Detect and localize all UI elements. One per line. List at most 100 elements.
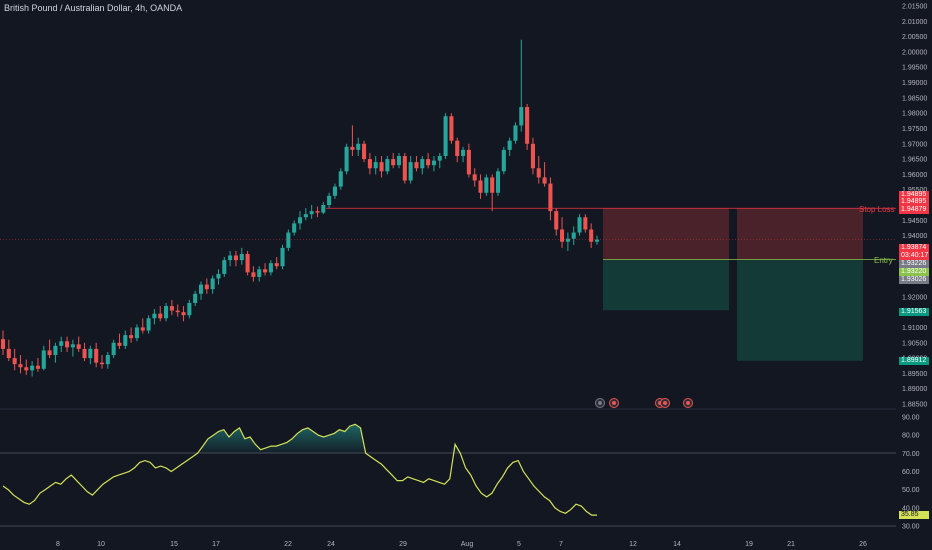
candle[interactable] <box>431 156 436 172</box>
candle[interactable] <box>344 143 349 175</box>
event-marker-icon[interactable] <box>660 398 670 408</box>
event-marker-icon[interactable] <box>683 398 693 408</box>
candle[interactable] <box>414 156 419 172</box>
candle[interactable] <box>391 152 396 169</box>
candle[interactable] <box>216 269 221 285</box>
candle[interactable] <box>187 299 192 319</box>
candle[interactable] <box>554 208 559 236</box>
candle[interactable] <box>443 113 448 160</box>
candle[interactable] <box>30 361 35 377</box>
event-markers[interactable] <box>595 398 693 408</box>
candle[interactable] <box>274 257 279 270</box>
candle[interactable] <box>175 304 180 317</box>
candle[interactable] <box>286 229 291 251</box>
candle[interactable] <box>268 260 273 276</box>
candle[interactable] <box>251 266 256 282</box>
event-marker-icon[interactable] <box>595 398 605 408</box>
candle[interactable] <box>169 299 174 316</box>
candle[interactable] <box>164 302 169 322</box>
event-marker-icon[interactable] <box>609 398 619 408</box>
time-axis[interactable]: 8 10 15 17 22 24 29 Aug 5 7 12 14 19 21 26 <box>56 541 867 548</box>
candle[interactable] <box>193 290 198 307</box>
candle[interactable] <box>466 143 471 178</box>
candle[interactable] <box>152 309 157 325</box>
candle[interactable] <box>18 355 23 374</box>
candle[interactable] <box>222 257 227 277</box>
candle[interactable] <box>210 275 215 294</box>
candle[interactable] <box>65 336 70 352</box>
candle[interactable] <box>129 327 134 343</box>
candle[interactable] <box>583 214 588 233</box>
candle[interactable] <box>228 250 233 267</box>
candle[interactable] <box>513 122 518 144</box>
candle[interactable] <box>437 152 442 169</box>
candle[interactable] <box>356 137 361 157</box>
candle[interactable] <box>565 232 570 251</box>
candle[interactable] <box>117 333 122 349</box>
candle[interactable] <box>12 348 17 371</box>
candle[interactable] <box>373 156 378 175</box>
candle[interactable] <box>94 342 99 368</box>
candle[interactable] <box>379 156 384 178</box>
candle[interactable] <box>280 244 285 270</box>
candle[interactable] <box>245 250 250 276</box>
candle[interactable] <box>455 137 460 163</box>
candle[interactable] <box>408 156 413 184</box>
price-axis[interactable]: 2.01500 2.01000 2.00500 2.00000 1.99500 1.990… <box>902 4 927 409</box>
candle[interactable] <box>396 152 402 169</box>
candle[interactable] <box>548 177 553 221</box>
candle[interactable] <box>472 168 477 187</box>
candle[interactable] <box>449 113 454 144</box>
candle[interactable] <box>158 306 163 322</box>
candle[interactable] <box>484 174 489 196</box>
candles-layer[interactable] <box>0 39 600 377</box>
candle[interactable] <box>478 174 483 199</box>
candle[interactable] <box>47 339 52 359</box>
candle[interactable] <box>309 205 314 219</box>
candle[interactable] <box>198 281 204 300</box>
candle[interactable] <box>332 183 337 199</box>
candle[interactable] <box>420 156 425 175</box>
candle[interactable] <box>303 208 308 221</box>
candle[interactable] <box>88 345 93 365</box>
candle[interactable] <box>542 162 547 187</box>
candle[interactable] <box>82 342 87 362</box>
candle[interactable] <box>181 306 186 322</box>
candle[interactable] <box>297 211 303 230</box>
candle[interactable] <box>362 140 367 163</box>
candle[interactable] <box>315 206 320 218</box>
candle[interactable] <box>146 315 151 334</box>
candle[interactable] <box>41 345 46 371</box>
candle[interactable] <box>123 330 128 349</box>
candle[interactable] <box>426 152 431 169</box>
candle[interactable] <box>239 247 244 265</box>
candle[interactable] <box>53 342 58 363</box>
candle[interactable] <box>577 214 582 236</box>
candle[interactable] <box>367 152 372 175</box>
candle[interactable] <box>233 250 238 267</box>
candle[interactable] <box>134 324 139 342</box>
candle[interactable] <box>461 146 466 163</box>
candle[interactable] <box>204 278 209 294</box>
candle[interactable] <box>594 235 600 245</box>
candle[interactable] <box>530 137 535 175</box>
candle[interactable] <box>327 192 332 209</box>
candle[interactable] <box>536 156 541 184</box>
candle[interactable] <box>350 125 355 157</box>
candle[interactable] <box>111 339 116 359</box>
candle[interactable] <box>59 336 64 352</box>
candle[interactable] <box>263 263 268 276</box>
candle[interactable] <box>6 339 11 362</box>
candle[interactable] <box>140 318 145 334</box>
candle[interactable] <box>76 336 81 352</box>
candle[interactable] <box>589 223 594 248</box>
candle[interactable] <box>507 137 512 157</box>
candle[interactable] <box>525 103 530 150</box>
candle[interactable] <box>501 146 506 175</box>
candle[interactable] <box>257 266 262 282</box>
candle[interactable] <box>402 152 407 184</box>
candle[interactable] <box>321 201 326 215</box>
candle[interactable] <box>385 156 390 175</box>
candle[interactable] <box>519 39 524 132</box>
